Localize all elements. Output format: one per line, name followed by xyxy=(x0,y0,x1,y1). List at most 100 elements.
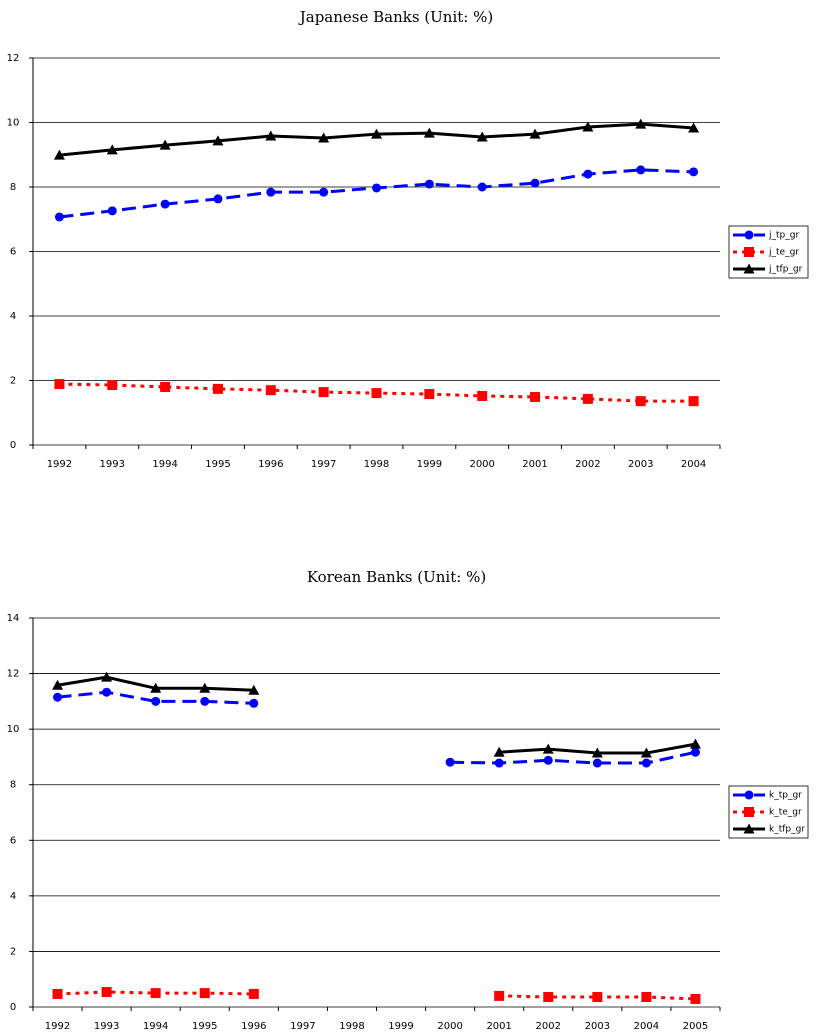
x-tick-label: 1992 xyxy=(47,459,72,470)
marker xyxy=(636,165,646,175)
marker xyxy=(318,387,329,398)
marker xyxy=(150,682,162,693)
y-tick-label: 6 xyxy=(10,835,16,846)
y-tick-label: 14 xyxy=(7,613,20,624)
marker xyxy=(319,187,329,197)
marker xyxy=(529,128,541,139)
x-tick-label: 1997 xyxy=(311,459,336,470)
marker xyxy=(265,385,276,396)
x-tick-label: 1996 xyxy=(241,1021,266,1032)
marker xyxy=(635,396,646,407)
x-tick-label: 1993 xyxy=(100,459,125,470)
marker xyxy=(530,391,541,402)
marker xyxy=(423,127,435,138)
marker xyxy=(641,758,651,768)
marker xyxy=(107,380,118,391)
marker xyxy=(53,692,63,702)
y-tick-label: 12 xyxy=(7,53,20,64)
chart: Japanese Banks (Unit: %) 0 2 4 6 8 10 12 1992 199… xyxy=(7,8,809,470)
x-tick-label: 2002 xyxy=(536,1021,561,1032)
marker xyxy=(476,131,488,142)
x-tick-label: 2004 xyxy=(681,459,706,470)
y-tick-label: 4 xyxy=(10,311,16,322)
marker xyxy=(424,389,435,400)
marker xyxy=(744,247,754,257)
marker xyxy=(743,263,755,274)
x-tick-label: 2005 xyxy=(683,1021,708,1032)
series-line xyxy=(57,990,696,1001)
chart-title: Korean Banks (Unit: %) xyxy=(307,568,486,586)
marker xyxy=(160,381,171,392)
marker xyxy=(493,746,505,757)
x-tick-label: 2000 xyxy=(469,459,494,470)
x-tick-label: 2002 xyxy=(575,459,600,470)
marker xyxy=(542,743,554,754)
marker xyxy=(592,991,603,1002)
marker xyxy=(582,121,594,132)
x-tick-label: 2000 xyxy=(437,1021,462,1032)
marker xyxy=(424,179,434,189)
y-tick-label: 2 xyxy=(10,946,16,957)
y-tick-label: 10 xyxy=(7,118,20,129)
marker xyxy=(151,696,161,706)
x-tick-label: 1994 xyxy=(143,1021,168,1032)
marker xyxy=(689,167,699,177)
marker xyxy=(372,183,381,193)
x-tick-label: 1995 xyxy=(192,1021,217,1032)
marker xyxy=(213,194,223,204)
y-tick-label: 8 xyxy=(10,182,16,193)
marker xyxy=(106,144,118,155)
marker xyxy=(150,988,161,999)
x-tick-label: 1999 xyxy=(417,459,442,470)
marker xyxy=(101,671,113,682)
marker xyxy=(53,149,65,160)
x-tick-label: 1993 xyxy=(94,1021,119,1032)
x-tick-label: 1992 xyxy=(45,1021,70,1032)
marker xyxy=(160,199,170,209)
marker xyxy=(54,379,65,390)
marker xyxy=(101,986,112,997)
chart: Korean Banks (Unit: %) 0 2 4 6 8 10 12 14 1992 199… xyxy=(7,568,809,1032)
x-tick-label: 1995 xyxy=(205,459,230,470)
marker xyxy=(494,758,504,768)
y-tick-label: 8 xyxy=(10,780,16,791)
marker xyxy=(266,187,276,197)
legend-label: j_tfp_gr xyxy=(768,265,803,275)
marker xyxy=(640,747,652,758)
marker xyxy=(212,383,223,394)
marker xyxy=(52,679,64,690)
marker xyxy=(688,122,700,133)
x-tick-label: 1999 xyxy=(388,1021,413,1032)
marker xyxy=(744,807,754,817)
marker xyxy=(265,130,277,141)
legend-label: k_te_gr xyxy=(769,808,802,818)
marker xyxy=(688,396,699,407)
x-tick-label: 1994 xyxy=(152,459,177,470)
marker xyxy=(248,988,259,999)
marker xyxy=(54,212,64,222)
marker xyxy=(199,682,211,693)
marker xyxy=(494,990,505,1001)
legend-label: j_te_gr xyxy=(768,248,799,258)
marker xyxy=(530,178,540,188)
legend-label: k_tp_gr xyxy=(769,791,802,801)
marker xyxy=(635,118,647,129)
legend-label: j_tp_gr xyxy=(768,231,799,241)
marker xyxy=(445,757,455,767)
y-tick-label: 6 xyxy=(10,247,16,258)
legend-label: k_tfp_gr xyxy=(769,825,805,835)
marker xyxy=(248,684,260,695)
marker xyxy=(212,135,224,146)
marker xyxy=(743,823,755,834)
series-line xyxy=(57,690,696,765)
marker xyxy=(371,388,382,399)
y-tick-label: 10 xyxy=(7,724,20,735)
marker xyxy=(591,747,603,758)
y-tick-label: 0 xyxy=(10,1002,16,1013)
y-tick-label: 12 xyxy=(7,669,20,680)
y-tick-label: 4 xyxy=(10,891,16,902)
marker xyxy=(543,755,553,765)
marker xyxy=(592,758,602,768)
x-tick-label: 1996 xyxy=(258,459,283,470)
